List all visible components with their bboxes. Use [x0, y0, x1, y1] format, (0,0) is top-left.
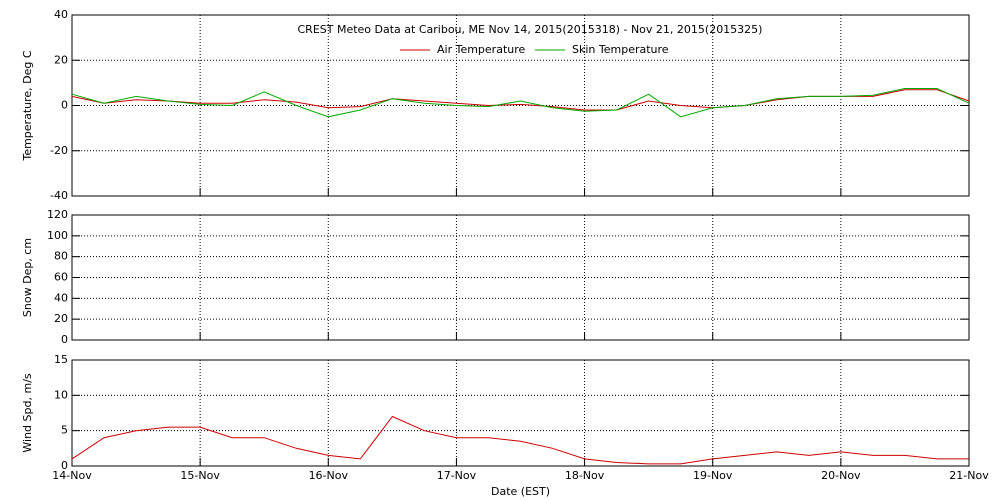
y-tick-label: 40	[54, 291, 68, 304]
y-axis-label: Temperature, Deg C	[21, 50, 34, 161]
x-tick-label: 14-Nov	[52, 469, 92, 482]
x-tick-label: 18-Nov	[565, 469, 605, 482]
legend-label: Skin Temperature	[572, 43, 669, 56]
y-axis-label: Wind Spd, m/s	[21, 373, 34, 453]
y-tick-label: 60	[54, 271, 68, 284]
data-line	[71, 89, 970, 111]
y-tick-label: 40	[54, 8, 68, 21]
data-line	[71, 415, 969, 465]
x-tick-label: 17-Nov	[437, 469, 477, 482]
legend-label: Air Temperature	[437, 43, 526, 56]
x-tick-label: 21-Nov	[949, 469, 989, 482]
y-tick-label: -20	[50, 144, 68, 157]
y-tick-label: 80	[54, 250, 68, 263]
y-tick-label: 0	[61, 459, 68, 472]
x-tick-label: 15-Nov	[180, 469, 220, 482]
y-axis-label: Snow Dep, cm	[21, 238, 34, 317]
y-tick-label: 0	[61, 333, 68, 346]
plot-frame	[71, 359, 970, 467]
x-axis-label: Date (EST)	[491, 485, 550, 498]
data-line	[71, 88, 970, 118]
y-tick-label: 0	[61, 99, 68, 112]
y-tick-label: 10	[54, 388, 68, 401]
y-tick-label: -40	[50, 189, 68, 202]
y-tick-label: 120	[47, 208, 68, 221]
y-tick-label: 20	[54, 53, 68, 66]
x-tick-label: 19-Nov	[693, 469, 733, 482]
y-tick-label: 15	[54, 353, 68, 366]
chart-title: CREST Meteo Data at Caribou, ME Nov 14, …	[298, 23, 763, 36]
y-tick-label: 100	[47, 229, 68, 242]
y-tick-label: 20	[54, 312, 68, 325]
x-tick-label: 16-Nov	[309, 469, 349, 482]
x-tick-label: 20-Nov	[821, 469, 861, 482]
y-tick-label: 5	[61, 424, 68, 437]
